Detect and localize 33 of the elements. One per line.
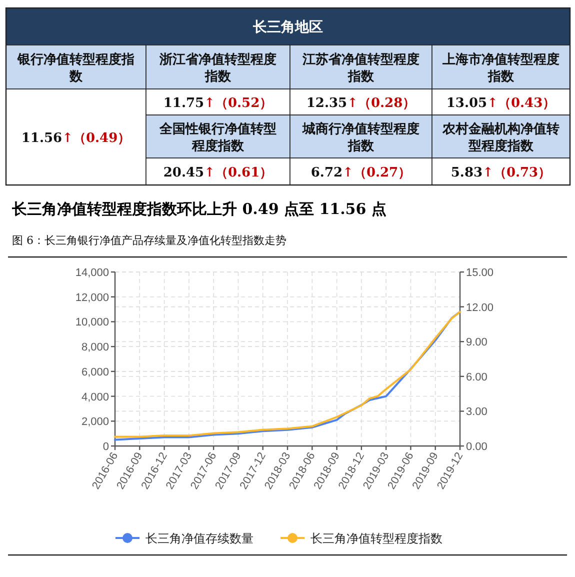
y2-tick-label: 0.00 (466, 441, 488, 453)
y2-tick-label: 15.00 (466, 267, 494, 279)
category-label: 江苏省净值转型程度指数 (302, 52, 420, 84)
y-tick-label: 14,000 (75, 267, 109, 279)
text: 20.45↑（0.61） (163, 166, 273, 180)
category-label: 浙江省净值转型程度指数 (158, 52, 276, 84)
text: 12.35↑（0.28） (306, 96, 416, 111)
chart-subtitle: 图 6：长三角银行净值产品存续量及净值化转型指数走势 (12, 234, 286, 247)
legend-label: 长三角净值转型程度指数 (310, 532, 442, 546)
category-label: 农村金融机构净值转型程度指数 (442, 122, 560, 154)
legend-label: 长三角净值存续数量 (146, 532, 254, 546)
y2-tick-label: 12.00 (466, 302, 494, 314)
category-label: 全国性银行净值转型程度指数 (158, 122, 276, 154)
y-tick-label: 8,000 (81, 342, 109, 354)
text: 13.05↑（0.43） (446, 96, 556, 111)
text: 5.83↑（0.73） (450, 166, 552, 180)
chart-title: 长三角净值转型程度指数环比上升 0.49 点至 11.56 点 (11, 200, 386, 218)
text: 11.56↑（0.49） (21, 131, 131, 146)
text: 长三角地区 (252, 20, 323, 36)
y2-tick-label: 6.00 (466, 371, 488, 384)
y-tick-label: 12,000 (75, 292, 109, 304)
category-label: 银行净值转型程度指数 (16, 52, 134, 84)
y2-tick-label: 9.00 (466, 336, 488, 349)
y-tick-label: 2,000 (81, 416, 109, 428)
text: 11.75↑（0.52） (163, 96, 273, 111)
category-label: 上海市净值转型程度指数 (442, 52, 560, 84)
y-tick-label: 10,000 (75, 316, 109, 329)
category-label: 城商行净值转型程度指数 (302, 121, 420, 154)
text: 6.72↑（0.27） (310, 166, 412, 180)
y-tick-label: 0 (102, 441, 109, 453)
y2-tick-label: 3.00 (466, 406, 488, 418)
y-tick-label: 6,000 (81, 366, 109, 378)
y-tick-label: 4,000 (81, 391, 109, 404)
